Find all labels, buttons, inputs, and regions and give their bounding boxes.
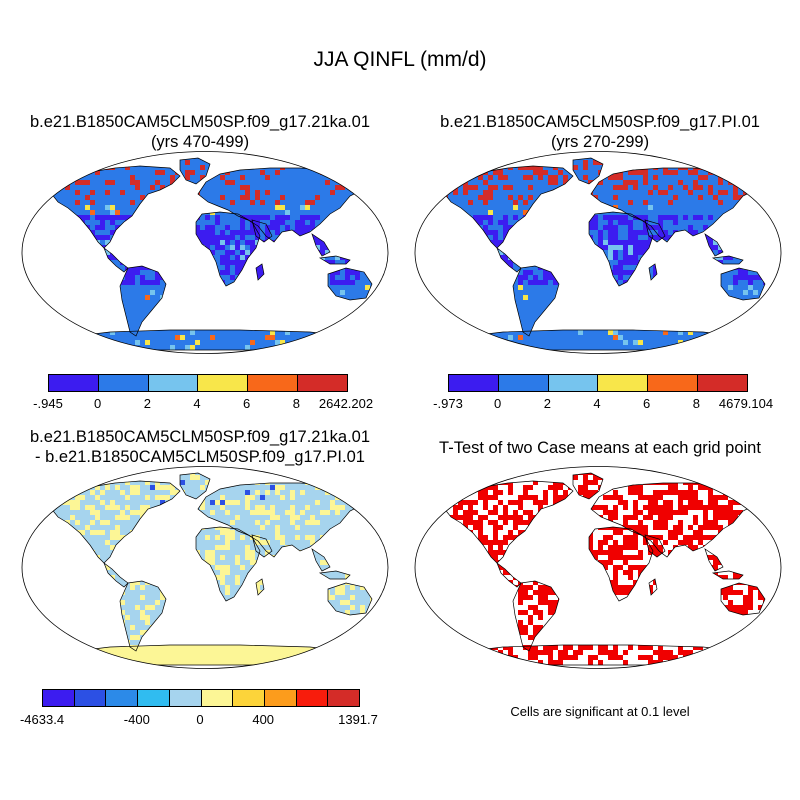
colorbar-tick-label: 1391.7 <box>338 712 378 727</box>
colorbar-swatch <box>233 690 265 706</box>
colorbar-tick-label: -400 <box>123 712 150 727</box>
significance-note: Cells are significant at 0.1 level <box>510 704 690 719</box>
colorbar-swatch <box>548 375 599 391</box>
colorbar-swatch <box>698 375 747 391</box>
colorbar-tick-label: 6 <box>243 396 251 411</box>
colorbar-tick-label: 0 <box>94 396 102 411</box>
panel2-title: b.e21.B1850CAM5CLM50SP.f09_g17.PI.01 (yr… <box>400 112 800 152</box>
colorbar-swatch <box>248 375 299 391</box>
colorbar-swatch <box>264 690 297 706</box>
map-panel-pi <box>414 151 782 354</box>
colorbar-swatch <box>74 690 107 706</box>
colorbar-tick-label: 8 <box>692 396 700 411</box>
colorbar-21ka <box>48 374 348 392</box>
colorbar-tick-label: 2 <box>143 396 151 411</box>
colorbar-swatch <box>498 375 549 391</box>
colorbar-tick-label: 4 <box>593 396 601 411</box>
colorbar-swatch <box>49 375 99 391</box>
colorbar-swatch <box>148 375 199 391</box>
colorbar-tick-label: 8 <box>292 396 300 411</box>
colorbar-swatch <box>328 690 360 706</box>
colorbar-swatch <box>198 375 249 391</box>
colorbar-tick-label: 6 <box>643 396 651 411</box>
colorbar-pi-labels: -.973 0 2 4 6 8 4679.104 <box>433 396 773 412</box>
panel2-title-line1: b.e21.B1850CAM5CLM50SP.f09_g17.PI.01 <box>440 113 760 131</box>
colorbar-swatch <box>106 690 139 706</box>
colorbar-swatch <box>138 690 170 706</box>
panel3-title-line2: - b.e21.B1850CAM5CLM50SP.f09_g17.PI.01 <box>35 448 365 466</box>
panel4-title: T-Test of two Case means at each grid po… <box>439 439 761 457</box>
colorbar-swatch <box>43 690 75 706</box>
figure-title: JJA QINFL (mm/d) <box>313 48 487 71</box>
colorbar-pi <box>448 374 748 392</box>
colorbar-tick-label: -4633.4 <box>19 712 65 727</box>
panel1-title-line1: b.e21.B1850CAM5CLM50SP.f09_g17.21ka.01 <box>29 113 371 131</box>
colorbar-tick-label: -.945 <box>33 396 63 411</box>
colorbar-tick-label: -.973 <box>433 396 463 411</box>
colorbar-tick-label: 0 <box>196 712 204 727</box>
colorbar-tick-label: 4 <box>193 396 201 411</box>
panel3-title-line1: b.e21.B1850CAM5CLM50SP.f09_g17.21ka.01 <box>29 428 371 446</box>
map-panel-21ka <box>21 151 389 354</box>
map-panel-difference <box>21 466 389 669</box>
colorbar-tick-label: 0 <box>494 396 502 411</box>
colorbar-tick-label: 2 <box>543 396 551 411</box>
colorbar-swatch <box>169 690 202 706</box>
colorbar-swatch <box>449 375 499 391</box>
panel1-title-line2: (yrs 470-499) <box>150 133 250 151</box>
map-panel-ttest <box>414 466 782 669</box>
colorbar-swatch <box>98 375 149 391</box>
panel3-title: b.e21.B1850CAM5CLM50SP.f09_g17.21ka.01 -… <box>0 427 400 467</box>
colorbar-swatch <box>296 690 329 706</box>
colorbar-swatch <box>648 375 699 391</box>
colorbar-difference <box>42 689 360 707</box>
colorbar-tick-label: 400 <box>252 712 275 727</box>
colorbar-tick-label: 4679.104 <box>718 396 774 411</box>
colorbar-difference-labels: -4633.4 -400 0 400 1391.7 <box>20 712 378 728</box>
colorbar-swatch <box>201 690 234 706</box>
colorbar-swatch <box>298 375 347 391</box>
panel1-title: b.e21.B1850CAM5CLM50SP.f09_g17.21ka.01 (… <box>0 112 400 152</box>
colorbar-21ka-labels: -.945 0 2 4 6 8 2642.202 <box>33 396 373 412</box>
colorbar-swatch <box>598 375 649 391</box>
panel2-title-line2: (yrs 270-299) <box>550 133 650 151</box>
colorbar-tick-label: 2642.202 <box>318 396 374 411</box>
